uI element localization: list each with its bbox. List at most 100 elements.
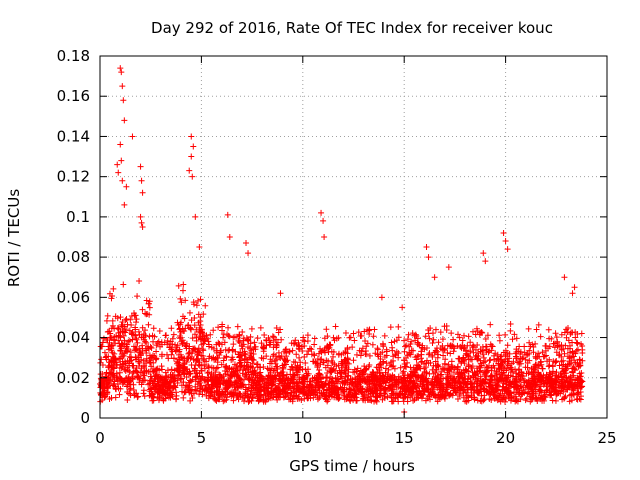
data-point xyxy=(304,332,311,339)
data-point xyxy=(177,295,184,302)
data-point xyxy=(311,374,318,381)
data-point xyxy=(570,387,577,394)
data-point xyxy=(180,361,187,368)
data-point xyxy=(311,352,318,359)
data-point xyxy=(126,390,133,397)
data-point xyxy=(201,361,208,368)
data-point xyxy=(290,385,297,392)
data-point xyxy=(474,387,481,394)
data-point xyxy=(358,386,365,393)
data-point xyxy=(298,397,305,404)
data-point xyxy=(454,342,461,349)
data-point xyxy=(117,65,124,72)
data-point xyxy=(239,370,246,377)
data-point xyxy=(373,393,380,400)
data-point xyxy=(248,325,255,332)
data-point xyxy=(369,341,376,348)
data-point xyxy=(444,365,451,372)
data-point xyxy=(527,343,534,350)
data-point xyxy=(98,356,105,363)
data-point xyxy=(471,396,478,403)
data-point xyxy=(339,375,346,382)
data-point xyxy=(189,394,196,401)
data-point xyxy=(546,392,553,399)
data-point xyxy=(468,364,475,371)
data-point xyxy=(164,392,171,399)
data-point xyxy=(276,353,283,360)
data-point xyxy=(331,337,338,344)
data-point xyxy=(229,381,236,388)
data-point xyxy=(172,348,179,355)
data-point xyxy=(414,353,421,360)
data-point xyxy=(556,352,563,359)
data-point xyxy=(533,326,540,333)
data-point xyxy=(188,133,195,140)
data-point xyxy=(524,390,531,397)
data-point xyxy=(214,359,221,366)
data-point xyxy=(482,335,489,342)
data-point xyxy=(515,385,522,392)
data-point xyxy=(554,342,561,349)
axes xyxy=(99,55,608,419)
data-point xyxy=(195,311,202,318)
data-point xyxy=(535,321,542,328)
data-point xyxy=(156,328,163,335)
data-point xyxy=(429,340,436,347)
data-point xyxy=(290,358,297,365)
data-point xyxy=(435,351,442,358)
data-point xyxy=(519,355,526,362)
data-point xyxy=(202,302,209,309)
data-point xyxy=(277,377,284,384)
data-point xyxy=(545,363,552,370)
data-point xyxy=(327,368,334,375)
data-point xyxy=(168,351,175,358)
data-point xyxy=(522,386,529,393)
data-point xyxy=(161,390,168,397)
data-point xyxy=(527,383,534,390)
data-point xyxy=(425,388,432,395)
data-point xyxy=(118,69,125,76)
data-point xyxy=(359,345,366,352)
data-point xyxy=(223,396,230,403)
data-point xyxy=(296,354,303,361)
data-point xyxy=(437,329,444,336)
data-point xyxy=(178,354,185,361)
data-point xyxy=(550,388,557,395)
data-point xyxy=(138,334,145,341)
data-point xyxy=(487,341,494,348)
data-point xyxy=(572,367,579,374)
data-point xyxy=(139,306,146,313)
data-point xyxy=(399,388,406,395)
data-point xyxy=(246,354,253,361)
data-point xyxy=(492,372,499,379)
data-point xyxy=(339,389,346,396)
data-point xyxy=(546,335,553,342)
data-point xyxy=(459,375,466,382)
data-point xyxy=(439,393,446,400)
data-point xyxy=(158,339,165,346)
data-point xyxy=(270,353,277,360)
data-point xyxy=(355,329,362,336)
data-point xyxy=(217,349,224,356)
data-point xyxy=(155,338,162,345)
data-point xyxy=(406,374,413,381)
data-point xyxy=(543,379,550,386)
data-point xyxy=(461,344,468,351)
data-point xyxy=(141,393,148,400)
y-tick-label: 0.14 xyxy=(57,127,90,145)
data-point xyxy=(125,338,132,345)
data-point xyxy=(149,393,156,400)
data-point xyxy=(128,321,135,328)
data-point xyxy=(114,315,121,322)
data-point xyxy=(450,343,457,350)
data-point xyxy=(368,377,375,384)
data-point xyxy=(474,368,481,375)
data-point xyxy=(310,351,317,358)
data-point xyxy=(205,338,212,345)
data-point xyxy=(116,391,123,398)
data-point xyxy=(165,355,172,362)
data-point xyxy=(558,331,565,338)
data-point xyxy=(132,324,139,331)
data-point xyxy=(353,351,360,358)
data-point xyxy=(147,377,154,384)
